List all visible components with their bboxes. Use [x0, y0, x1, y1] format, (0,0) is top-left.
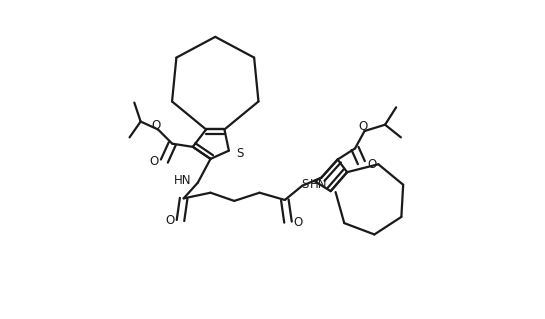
Text: O: O [149, 155, 159, 167]
Text: S: S [236, 147, 243, 160]
Text: O: O [166, 214, 175, 227]
Text: O: O [358, 121, 367, 133]
Text: O: O [294, 216, 303, 229]
Text: O: O [367, 158, 376, 171]
Text: HN: HN [310, 178, 328, 191]
Text: HN: HN [173, 174, 191, 187]
Text: S: S [301, 178, 308, 191]
Text: O: O [152, 119, 161, 132]
